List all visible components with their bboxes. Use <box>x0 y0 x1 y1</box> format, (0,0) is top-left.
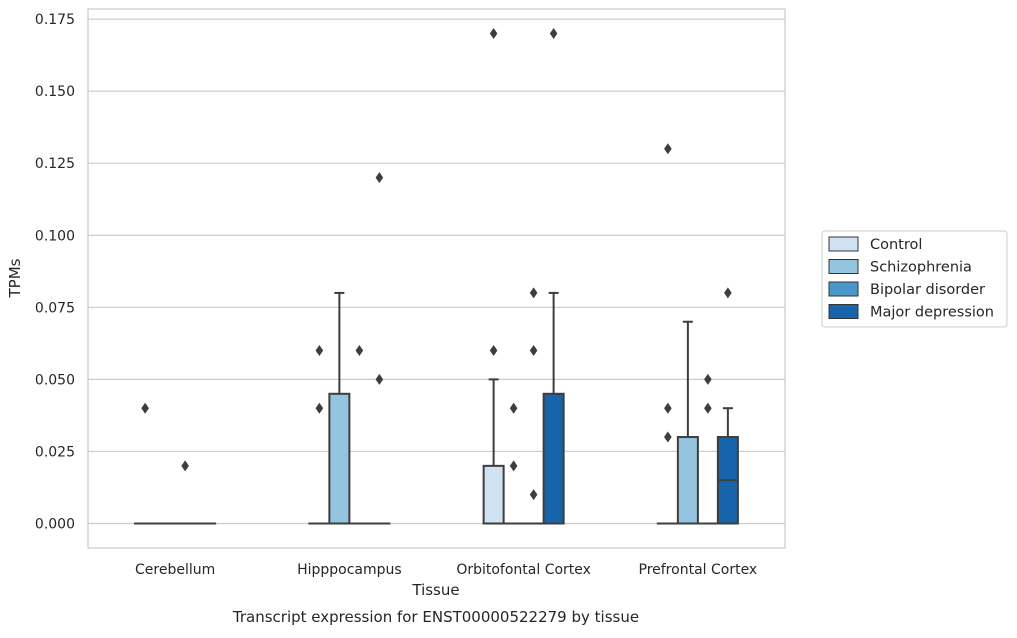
y-tick-label: 0.075 <box>35 300 75 316</box>
outlier-point <box>664 403 672 414</box>
outlier-point <box>664 432 672 443</box>
legend-label: Control <box>870 237 922 253</box>
legend-swatch <box>829 305 858 319</box>
y-tick-labels: 0.000 0.025 0.050 0.075 0.100 0.125 0.150 0.175 <box>35 12 75 532</box>
box-group <box>309 345 329 523</box>
outlier-point <box>550 28 558 39</box>
outlier-point <box>376 374 384 385</box>
outlier-point <box>141 403 149 414</box>
y-tick-label: 0.175 <box>35 12 75 28</box>
y-tick-label: 0.100 <box>35 228 75 244</box>
legend-swatch <box>829 237 858 251</box>
legend-swatch <box>829 282 858 296</box>
outlier-point <box>376 172 384 183</box>
legend-label: Major depression <box>870 305 994 321</box>
x-tick-label: Prefrontal Cortex <box>639 562 758 578</box>
box-group <box>524 287 544 523</box>
x-axis-title: Tissue <box>411 581 459 599</box>
x-tick-label: Hipppocampus <box>297 562 402 578</box>
x-tick-label: Orbitofontal Cortex <box>456 562 591 578</box>
chart-title: Transcript expression for ENST0000052227… <box>232 608 639 626</box>
outlier-point <box>664 143 672 154</box>
box-group <box>678 322 698 524</box>
outlier-point <box>530 345 538 356</box>
outlier-point <box>490 28 498 39</box>
box-group <box>349 345 369 523</box>
y-tick-label: 0.025 <box>35 444 75 460</box>
box-group <box>698 374 718 524</box>
box-body <box>678 437 698 523</box>
outlier-point <box>704 403 712 414</box>
outlier-point <box>316 403 324 414</box>
y-tick-label: 0.125 <box>35 156 75 172</box>
y-tick-label: 0.150 <box>35 84 75 100</box>
outlier-point <box>316 345 324 356</box>
outlier-point <box>510 403 518 414</box>
box-body <box>544 394 564 524</box>
box-body <box>329 394 349 524</box>
x-tick-label: Cerebellum <box>135 562 215 578</box>
box-group <box>544 28 564 524</box>
legend-label: Bipolar disorder <box>870 282 985 298</box>
box-group <box>718 287 738 523</box>
outlier-point <box>724 287 732 298</box>
box-group <box>504 403 524 524</box>
box-group <box>484 28 504 524</box>
legend-label: Schizophrenia <box>870 260 972 276</box>
outlier-point <box>181 460 189 471</box>
outlier-point <box>530 287 538 298</box>
box-group <box>658 143 678 523</box>
box-body <box>484 466 504 524</box>
outlier-point <box>510 460 518 471</box>
legend-swatch <box>829 260 858 274</box>
x-tick-labels: Cerebellum Hipppocampus Orbitofontal Corte… <box>135 562 757 578</box>
box-group <box>135 403 155 524</box>
legend: Control Schizophrenia Bipolar disorder Majo… <box>822 231 1007 327</box>
box-group <box>369 172 389 523</box>
box-layer <box>135 28 738 524</box>
box-group <box>329 293 349 524</box>
y-axis-title: TPMs <box>6 258 24 298</box>
outlier-point <box>490 345 498 356</box>
outlier-point <box>704 374 712 385</box>
y-tick-label: 0.000 <box>35 517 75 533</box>
outlier-point <box>530 489 538 500</box>
y-tick-label: 0.050 <box>35 372 75 388</box>
box-group <box>175 460 195 523</box>
outlier-point <box>356 345 364 356</box>
